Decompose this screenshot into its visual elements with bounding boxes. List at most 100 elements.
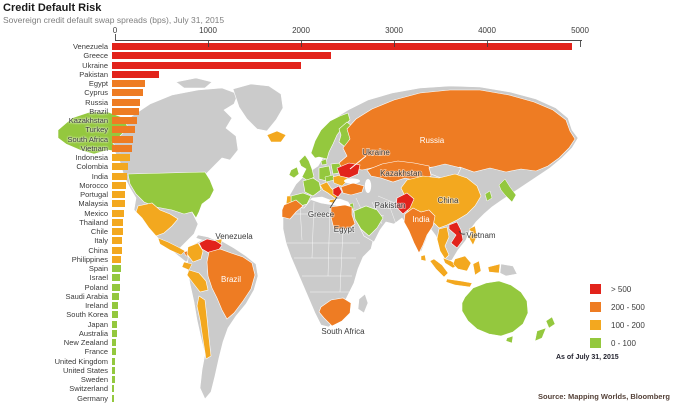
bar-row: Japan [0, 320, 600, 329]
country-arctic-islands [175, 77, 213, 89]
cds-bar [112, 394, 115, 402]
map-label-brazil: Brazil [221, 275, 241, 284]
country-saudi-arabia [353, 205, 384, 237]
page-title: Credit Default Risk [3, 2, 102, 14]
country-france [302, 177, 322, 197]
vietnam-pointer-line [458, 230, 466, 235]
bar-row: Spain [0, 264, 600, 273]
country-ukraine [336, 162, 361, 179]
country-sri-lanka [420, 254, 427, 262]
bar-country-label: Israel [89, 273, 108, 283]
black-sea [344, 178, 360, 184]
bar-row: Turkey [0, 125, 600, 134]
cds-bar [112, 385, 115, 393]
bar-country-label: China [88, 245, 108, 255]
cds-bar [112, 191, 126, 199]
bar-country-label: South Korea [66, 310, 108, 320]
bar-country-label: Japan [87, 319, 108, 329]
cds-bar [112, 292, 119, 300]
legend-swatch [590, 320, 601, 330]
bar-country-label: Philippines [71, 254, 108, 264]
bar-country-label: Ukraine [82, 60, 108, 70]
country-south-africa [318, 297, 352, 327]
source-credit: Source: Mapping Worlds, Bloomberg [538, 392, 670, 401]
bar-row: Israel [0, 273, 600, 282]
bar-country-label: Mexico [84, 208, 108, 218]
axis-tick-mark [208, 41, 209, 47]
bar-country-label: Greece [83, 51, 108, 61]
axis-tick-label: 3000 [385, 26, 403, 35]
page-subtitle: Sovereign credit default swap spreads (b… [3, 15, 225, 25]
country-brazil [206, 248, 256, 320]
bar-country-label: South Africa [67, 134, 108, 144]
bar-row: Kazakhstan [0, 116, 600, 125]
cds-bar [112, 218, 124, 226]
country-denmark [320, 158, 328, 166]
cds-bar [112, 265, 121, 273]
bar-row: Brazil [0, 107, 600, 116]
bar-country-label: France [84, 347, 108, 357]
legend-swatch [590, 302, 601, 312]
cds-bar [112, 89, 143, 97]
bar-row: Portugal [0, 190, 600, 199]
bar-country-label: Switzerland [69, 384, 108, 394]
country-peru [186, 269, 209, 293]
bar-row: Saudi Arabia [0, 292, 600, 301]
x-axis-line [115, 40, 582, 41]
map-label-russia: Russia [420, 136, 445, 145]
bar-country-label: Spain [88, 264, 108, 274]
bar-country-label: Kazakhstan [68, 116, 108, 126]
cds-bar [112, 52, 332, 60]
bar-country-label: Russia [85, 97, 108, 107]
map-label-china: China [438, 196, 459, 205]
bar-row: Venezuela [0, 42, 600, 51]
axis-tick-label: 0 [112, 26, 118, 35]
cds-bar [112, 107, 139, 115]
caspian-sea [364, 179, 372, 193]
cds-bar [112, 163, 129, 171]
map-legend: > 500 200 - 500 100 - 200 0 - 100 [590, 280, 645, 352]
map-label-india: India [412, 215, 430, 224]
axis-tick-mark [580, 41, 581, 47]
cds-bar [112, 61, 301, 69]
legend-label: > 500 [611, 284, 632, 294]
cds-bar [112, 237, 123, 245]
country-pakistan [395, 192, 415, 215]
axis-tick-mark [115, 34, 116, 40]
axis-tick-mark [487, 41, 488, 47]
country-papua-new-guinea [499, 263, 518, 277]
bar-country-label: Malaysia [78, 199, 108, 209]
bar-row: New Zealand [0, 338, 600, 347]
country-philippines [468, 225, 478, 246]
bar-row: Indonesia [0, 153, 600, 162]
country-venezuela [198, 238, 223, 254]
bar-country-label: Turkey [85, 125, 108, 135]
bar-country-label: Vietnam [80, 143, 108, 153]
country-morocco [281, 199, 304, 220]
greece-pointer-line [329, 196, 338, 209]
bar-country-label: Pakistan [79, 69, 108, 79]
bar-country-label: Sweden [80, 375, 108, 385]
cds-bar [112, 181, 127, 189]
legend-item: > 500 [590, 280, 645, 298]
bar-row: Australia [0, 329, 600, 338]
bar-row: Malaysia [0, 199, 600, 208]
country-vietnam [448, 221, 464, 249]
bar-row: Cyprus [0, 88, 600, 97]
country-madagascar [357, 293, 369, 314]
country-australia [461, 280, 529, 337]
bar-country-label: Saudi Arabia [65, 291, 108, 301]
bar-country-label: India [91, 171, 108, 181]
bar-country-label: Portugal [80, 190, 108, 200]
bar-row: United Kingdom [0, 357, 600, 366]
bar-country-label: Thailand [79, 217, 108, 227]
bar-row: Germany [0, 394, 600, 403]
country-colombia [186, 242, 204, 263]
bar-row: Morocco [0, 181, 600, 190]
country-malaysia [442, 257, 458, 269]
cds-bar [112, 339, 117, 347]
map-label-south-africa: South Africa [321, 327, 365, 336]
axis-tick-label: 1000 [199, 26, 217, 35]
bar-row: Switzerland [0, 384, 600, 393]
bar-row: India [0, 172, 600, 181]
